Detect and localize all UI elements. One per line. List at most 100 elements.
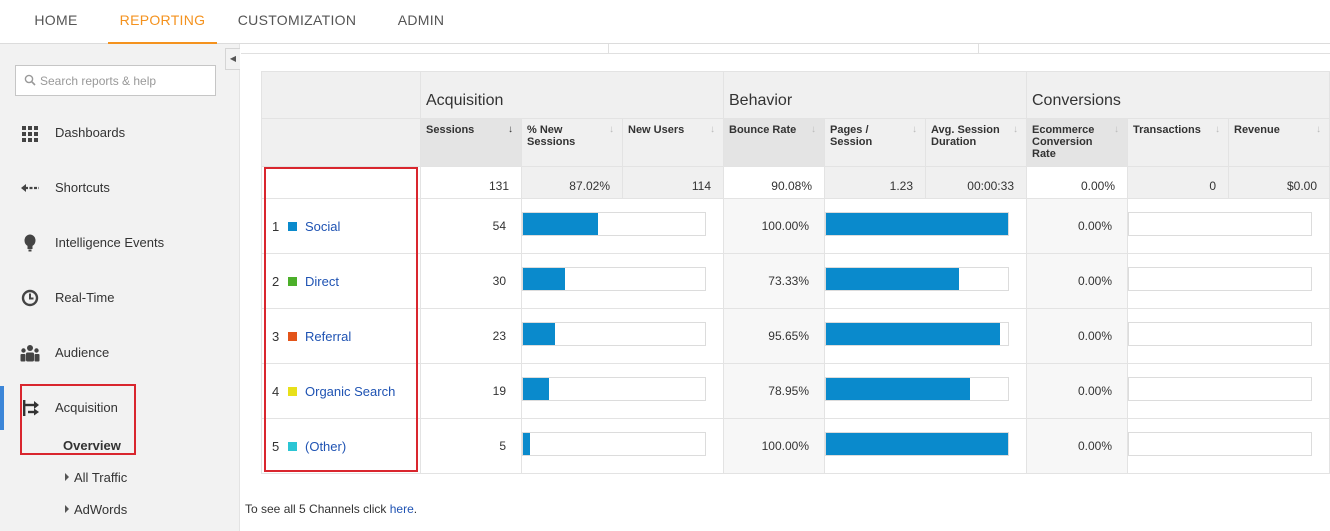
sessions-cell: 23 [420, 308, 522, 364]
sidebar-subitem-label: AdWords [74, 502, 128, 517]
tab-reporting[interactable]: REPORTING [108, 0, 217, 44]
group-header-empty [261, 71, 421, 119]
conversion-bar-cell [1127, 253, 1330, 309]
channel-link[interactable]: Direct [305, 273, 339, 289]
sidebar-subitem-overview[interactable]: Overview [63, 438, 121, 453]
channel-link[interactable]: Organic Search [305, 383, 396, 399]
conversion-bar [1128, 212, 1312, 236]
conversion-bar [1128, 377, 1312, 401]
sidebar-item-dashboards[interactable]: Dashboards [0, 113, 240, 153]
sort-icon: ↓ [1013, 124, 1018, 135]
row-index: 5 [272, 438, 280, 454]
column-header-label: New Users [628, 124, 685, 136]
conversion-bar-cell [1127, 198, 1330, 254]
total-avg-session-duration: 00:00:33 [925, 166, 1027, 199]
bounce-bar-cell [824, 418, 1027, 474]
column-header-bounce-rate[interactable]: Bounce Rate ↓ [723, 118, 825, 167]
column-header-sessions[interactable]: Sessions ↓ [420, 118, 522, 167]
sort-icon: ↓ [710, 124, 715, 135]
row-index: 3 [272, 328, 280, 344]
sessions-bar-cell [521, 308, 724, 364]
search-input[interactable] [40, 70, 210, 92]
sidebar-subitem-all-traffic[interactable]: All Traffic [65, 470, 127, 485]
column-header-label: Pages / Session [830, 124, 873, 148]
top-strip [241, 44, 1330, 54]
sessions-bar-cell [521, 418, 724, 474]
channel-color-swatch [288, 276, 297, 286]
report-table: Acquisition Behavior Conversions Session… [261, 71, 1330, 474]
column-header-transactions[interactable]: Transactions ↓ [1127, 118, 1229, 167]
channel-color-swatch [288, 386, 297, 396]
sidebar-item-intelligence-events[interactable]: Intelligence Events [0, 223, 240, 263]
sessions-bar [522, 377, 706, 401]
sessions-cell: 19 [420, 363, 522, 419]
column-header-new-users[interactable]: New Users ↓ [622, 118, 724, 167]
sessions-cell: 54 [420, 198, 522, 254]
channel-link[interactable]: Referral [305, 328, 352, 344]
sessions-bar [522, 212, 706, 236]
bounce-bar [825, 212, 1009, 236]
table-row: 4 Organic Search 19 78.95% 0.00% [261, 363, 1330, 419]
sidebar-item-audience[interactable]: Audience [0, 333, 240, 373]
column-header-new-sessions[interactable]: % New Sessions ↓ [521, 118, 623, 167]
chevron-left-icon: ◀ [229, 54, 237, 63]
sessions-bar-cell [521, 198, 724, 254]
tab-home[interactable]: HOME [34, 12, 78, 28]
caret-right-icon [65, 505, 69, 513]
bounce-bar-cell [824, 198, 1027, 254]
sessions-bar-cell [521, 253, 724, 309]
group-header-acquisition: Acquisition [420, 71, 724, 119]
tab-admin[interactable]: ADMIN [397, 12, 445, 28]
bounce-bar [825, 377, 1009, 401]
sidebar-item-shortcuts[interactable]: Shortcuts [0, 168, 240, 208]
footer-text: To see all 5 Channels click [245, 502, 390, 516]
table-row: 3 Referral 23 95.65% 0.00% [261, 308, 1330, 364]
conversion-bar [1128, 432, 1312, 456]
sidebar-subitem-adwords[interactable]: AdWords [65, 502, 127, 517]
sort-icon: ↓ [1316, 124, 1321, 135]
people-icon [20, 345, 40, 362]
channel-link[interactable]: Social [305, 218, 341, 234]
channel-link[interactable]: (Other) [305, 438, 347, 454]
collapse-sidebar-button[interactable]: ◀ [225, 48, 240, 70]
footer-suffix: . [413, 502, 418, 516]
column-header-revenue[interactable]: Revenue ↓ [1228, 118, 1330, 167]
conversion-rate-cell: 0.00% [1026, 363, 1128, 419]
sessions-bar-fill [523, 433, 530, 455]
grid-icon [22, 126, 38, 142]
sort-icon: ↓ [811, 124, 816, 135]
bounce-rate-cell: 73.33% [723, 253, 825, 309]
totals-row: 131 87.02% 114 90.08% 1.23 00:00:33 0.00… [261, 166, 1330, 199]
bounce-rate-cell: 78.95% [723, 363, 825, 419]
channel-cell: 2 Direct [261, 253, 421, 309]
column-header-ecommerce-conversion-rate[interactable]: Ecommerce Conversion Rate ↓ [1026, 118, 1128, 167]
bounce-bar-cell [824, 308, 1027, 364]
total-sessions: 131 [420, 166, 522, 199]
column-header-pages-session[interactable]: Pages / Session ↓ [824, 118, 926, 167]
channel-color-swatch [288, 221, 297, 231]
column-header-label: Bounce Rate [729, 124, 797, 136]
row-index: 2 [272, 273, 280, 289]
sessions-bar [522, 267, 706, 291]
bounce-bar [825, 432, 1009, 456]
sessions-bar-fill [523, 378, 550, 400]
bounce-bar-fill [826, 323, 1001, 345]
row-index: 4 [272, 383, 280, 399]
conversion-bar-cell [1127, 308, 1330, 364]
column-header-avg-session-duration[interactable]: Avg. Session Duration ↓ [925, 118, 1027, 167]
sort-down-icon: ↓ [508, 124, 513, 135]
bounce-rate-cell: 100.00% [723, 198, 825, 254]
channel-cell: 4 Organic Search [261, 363, 421, 419]
sidebar-item-real-time[interactable]: Real-Time [0, 278, 240, 318]
bounce-bar-fill [826, 378, 970, 400]
table-row: 5 (Other) 5 100.00% 0.00% [261, 418, 1330, 474]
bounce-bar-cell [824, 363, 1027, 419]
sidebar-item-acquisition[interactable]: Acquisition [0, 386, 240, 430]
tab-customization[interactable]: CUSTOMIZATION [237, 12, 357, 28]
acquisition-arrows-icon [23, 400, 39, 416]
sort-icon: ↓ [1114, 124, 1119, 135]
sessions-bar-fill [523, 213, 598, 235]
search-box[interactable] [15, 65, 216, 96]
table-row: 1 Social 54 100.00% 0.00% [261, 198, 1330, 254]
see-all-link[interactable]: here [389, 502, 414, 516]
